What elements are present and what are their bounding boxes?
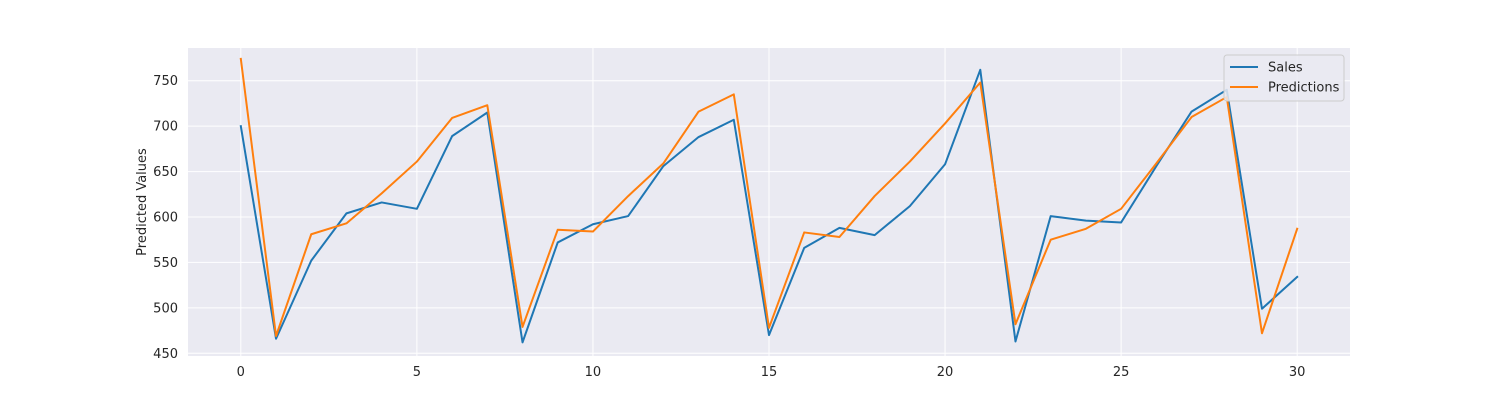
series-lines [239,57,1299,344]
x-tick-label: 20 [937,365,954,380]
axes: 0 5 10 15 20 25 30 450 500 550 600 650 700 750 [153,74,1305,380]
y-tick-label: 750 [153,74,178,89]
legend: Sales Predictions [1223,54,1345,102]
series-line-sales [239,68,1299,344]
legend-label-sales: Sales [1268,61,1303,76]
y-tick-label: 700 [153,120,178,135]
x-tick-label: 5 [413,365,421,380]
legend-label-predictions: Predictions [1268,81,1340,96]
y-tick-label: 550 [153,256,178,271]
grid [188,48,1350,356]
y-tick-label: 650 [153,165,178,180]
x-tick-label: 25 [1113,365,1130,380]
y-axis-label: Predicted Values [135,148,150,256]
y-tick-label: 500 [153,301,178,316]
x-tick-label: 15 [761,365,778,380]
series-line-predictions [239,57,1299,338]
y-tick-label: 600 [153,210,178,225]
y-tick-label: 450 [153,347,178,362]
x-tick-label: 0 [237,365,245,380]
x-tick-label: 30 [1289,365,1306,380]
x-tick-label: 10 [585,365,602,380]
